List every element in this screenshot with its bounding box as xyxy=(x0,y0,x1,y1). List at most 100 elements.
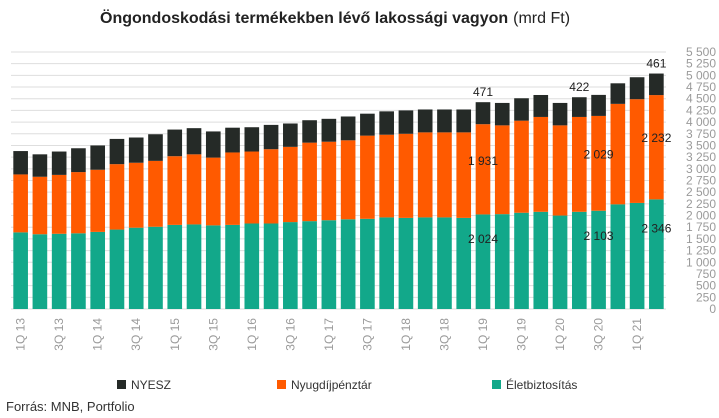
bar-segment-eletbiztositas xyxy=(302,221,317,309)
bar-segment-eletbiztositas xyxy=(610,204,626,309)
y-tick-label: 2 750 xyxy=(686,174,716,188)
legend-label-eletbiztositas: Életbiztosítás xyxy=(506,377,577,392)
bar-segment-nyesz xyxy=(571,97,587,117)
bar-segment-eletbiztositas xyxy=(32,234,48,309)
bar-segment-nyugdijpenztar xyxy=(263,149,279,224)
bar-segment-nyugdijpenztar xyxy=(167,156,183,225)
y-tick-label: 1 000 xyxy=(686,255,716,269)
bar-segment-eletbiztositas xyxy=(456,217,472,309)
bar-segment-nyugdijpenztar xyxy=(379,134,394,218)
bar-segment-nyugdijpenztar xyxy=(205,157,221,226)
data-label-nyugdijpenztar: 2 232 xyxy=(641,131,671,145)
x-tick-label: 3Q 18 xyxy=(437,318,451,351)
bar-segment-nyugdijpenztar xyxy=(186,154,202,225)
bar-segment-nyesz xyxy=(71,148,86,173)
legend-swatch-nyesz xyxy=(117,380,126,389)
source-note: Forrás: MNB, Portfolio xyxy=(6,399,135,414)
legend-swatch-nyugdijpenztar xyxy=(277,380,286,389)
x-tick-label: 1Q 16 xyxy=(245,318,259,351)
bar-segment-nyugdijpenztar xyxy=(591,115,606,211)
bar-segment-nyesz xyxy=(514,98,529,121)
y-tick-label: 1 750 xyxy=(686,220,716,234)
y-tick-label: 5 250 xyxy=(686,57,716,71)
bar-segment-nyugdijpenztar xyxy=(610,103,626,205)
bar-segment-eletbiztositas xyxy=(225,224,240,309)
y-tick-label: 4 000 xyxy=(686,115,716,129)
bar-segment-nyugdijpenztar xyxy=(629,99,645,203)
bar-segment-nyugdijpenztar xyxy=(340,140,356,220)
data-label-eletbiztositas: 2 024 xyxy=(468,232,498,246)
bar-segment-nyesz xyxy=(186,128,202,155)
bar-segment-nyesz xyxy=(109,138,125,165)
legend-swatch-eletbiztositas xyxy=(492,380,501,389)
x-tick-label: 1Q 19 xyxy=(476,318,490,351)
bar-segment-nyugdijpenztar xyxy=(71,172,86,234)
y-tick-label: 5 500 xyxy=(686,45,716,59)
bar-segment-nyesz xyxy=(205,131,221,158)
bar-segment-nyesz xyxy=(591,94,606,116)
x-axis-ticks: 1Q 13 3Q 13 1Q 14 3Q 14 1Q 15 3Q 15 1Q 16 3Q 16… xyxy=(14,318,644,351)
bar-segment-nyesz xyxy=(51,151,67,175)
bars xyxy=(13,73,664,309)
data-label-eletbiztositas: 2 103 xyxy=(584,229,614,243)
bar-segment-nyesz xyxy=(494,102,510,126)
bar-segment-eletbiztositas xyxy=(571,211,587,309)
bar-segment-nyesz xyxy=(417,109,433,133)
y-tick-label: 3 250 xyxy=(686,150,716,164)
chart-title-main: Öngondoskodási termékekben lévő lakosság… xyxy=(100,8,508,27)
chart-title: Öngondoskodási termékekben lévő lakosság… xyxy=(100,8,570,27)
legend-label-nyesz: NYESZ xyxy=(131,378,171,392)
bar-segment-eletbiztositas xyxy=(494,214,510,309)
x-tick-label: 3Q 20 xyxy=(592,318,606,351)
x-tick-label: 1Q 15 xyxy=(168,318,182,351)
bar-segment-eletbiztositas xyxy=(128,227,144,309)
bar-segment-eletbiztositas xyxy=(148,226,163,309)
bar-segment-nyugdijpenztar xyxy=(398,133,414,218)
bar-segment-nyugdijpenztar xyxy=(51,174,67,234)
bar-segment-eletbiztositas xyxy=(186,224,202,309)
x-tick-label: 1Q 17 xyxy=(322,318,336,351)
bar-segment-nyesz xyxy=(340,116,356,141)
x-tick-label: 3Q 13 xyxy=(52,318,66,351)
y-tick-label: 5 000 xyxy=(686,68,716,82)
bar-segment-nyesz xyxy=(475,102,491,125)
bar-segment-nyesz xyxy=(302,120,317,143)
x-tick-label: 3Q 15 xyxy=(206,318,220,351)
bar-segment-eletbiztositas xyxy=(475,214,491,309)
bar-segment-eletbiztositas xyxy=(51,233,67,309)
data-labels: 2 024 1 931 471 2 103 2 029 422 2 346 2 232 461 xyxy=(468,57,672,246)
bar-segment-eletbiztositas xyxy=(244,223,260,309)
data-label-nyesz: 461 xyxy=(646,57,666,71)
bar-segment-nyugdijpenztar xyxy=(244,151,260,224)
data-label-eletbiztositas: 2 346 xyxy=(641,221,671,235)
legend: NYESZ Nyugdíjpénztár Életbiztosítás xyxy=(117,377,577,392)
bar-segment-eletbiztositas xyxy=(533,211,549,309)
x-tick-label: 3Q 17 xyxy=(360,318,374,351)
bar-segment-nyugdijpenztar xyxy=(225,152,240,225)
x-tick-label: 1Q 13 xyxy=(14,318,28,351)
y-tick-label: 1 250 xyxy=(686,244,716,258)
y-tick-label: 2 250 xyxy=(686,197,716,211)
bar-segment-nyugdijpenztar xyxy=(437,132,452,218)
bar-segment-nyugdijpenztar xyxy=(90,169,106,232)
bar-segment-nyesz xyxy=(90,145,106,170)
bar-segment-eletbiztositas xyxy=(629,202,645,309)
x-tick-label: 3Q 19 xyxy=(515,318,529,351)
y-tick-label: 750 xyxy=(696,267,716,281)
bar-segment-nyesz xyxy=(629,77,645,100)
y-tick-label: 2 500 xyxy=(686,185,716,199)
y-tick-label: 500 xyxy=(696,279,716,293)
bar-segment-nyesz xyxy=(533,94,549,117)
bar-segment-nyesz xyxy=(321,118,337,142)
data-label-nyesz: 422 xyxy=(569,80,589,94)
bar-segment-eletbiztositas xyxy=(649,199,664,309)
bar-segment-eletbiztositas xyxy=(591,210,606,309)
y-tick-label: 2 000 xyxy=(686,209,716,223)
y-tick-label: 0 xyxy=(709,302,716,316)
x-tick-label: 1Q 18 xyxy=(399,318,413,351)
bar-segment-eletbiztositas xyxy=(71,233,86,309)
bar-segment-nyugdijpenztar xyxy=(321,141,337,221)
bar-segment-nyugdijpenztar xyxy=(417,132,433,218)
bar-segment-nyugdijpenztar xyxy=(475,124,491,215)
bar-segment-eletbiztositas xyxy=(283,222,298,309)
